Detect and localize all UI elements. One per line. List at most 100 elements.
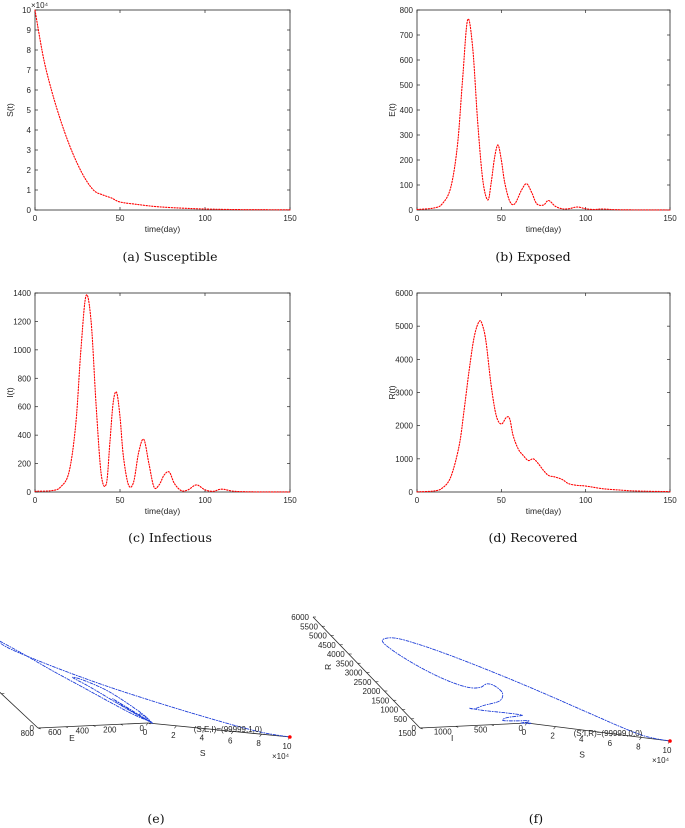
y-tick-label: 0 bbox=[409, 206, 414, 215]
y-tick-label: 0 bbox=[27, 488, 32, 497]
x-tick-label: 10 bbox=[663, 746, 672, 755]
z-tick-label: 4500 bbox=[318, 641, 336, 650]
y-tick-mark bbox=[455, 726, 459, 728]
y-tick-label: 800 bbox=[21, 729, 35, 738]
y-tick-label: 0 bbox=[140, 724, 145, 733]
z-axis-label: R bbox=[323, 664, 333, 670]
y-tick-label: 400 bbox=[76, 727, 90, 736]
start-point-annotation: (S,I,R)=(99999,0,0) bbox=[574, 729, 643, 738]
x-tick-label: 2 bbox=[171, 731, 176, 740]
series-line bbox=[416, 320, 671, 493]
x-tick-label: 6 bbox=[608, 739, 613, 748]
caption-f: (f) bbox=[529, 811, 543, 826]
y-tick-label: 4 bbox=[27, 126, 32, 135]
y-axis-label: I(t) bbox=[5, 387, 15, 398]
caption-a: (a) Susceptible bbox=[122, 249, 217, 264]
x-tick-label: 8 bbox=[256, 739, 261, 748]
z-tick-label: 5500 bbox=[300, 622, 318, 631]
panel-phase-sei: 02468100200400600800050010001500×10⁴SEI(… bbox=[0, 640, 292, 761]
y-tick-label: 300 bbox=[400, 131, 414, 140]
y-tick-label: 3 bbox=[27, 146, 32, 155]
z-tick-label: 0 bbox=[30, 724, 35, 733]
caption-e: (e) bbox=[147, 811, 164, 826]
y-tick-label: 7 bbox=[27, 66, 32, 75]
x-tick-label: 0 bbox=[33, 214, 38, 223]
trajectory-line bbox=[0, 640, 291, 738]
x-tick-label: 150 bbox=[663, 214, 677, 223]
x-tick-mark bbox=[259, 734, 262, 737]
x-tick-label: 6 bbox=[228, 736, 233, 745]
y-tick-label: 1400 bbox=[13, 289, 31, 298]
plot-frame bbox=[416, 292, 671, 493]
y-tick-label: 200 bbox=[400, 156, 414, 165]
y-tick-label: 6000 bbox=[395, 289, 413, 298]
x-multiplier-label: ×10⁴ bbox=[272, 752, 290, 761]
x-tick-label: 100 bbox=[198, 214, 212, 223]
x-tick-label: 10 bbox=[283, 742, 292, 751]
y-tick-mark bbox=[147, 722, 151, 725]
trajectory-line bbox=[381, 637, 671, 742]
x-tick-label: 150 bbox=[283, 214, 297, 223]
y-tick-label: 1000 bbox=[395, 455, 413, 464]
y-tick-label: 400 bbox=[400, 106, 414, 115]
y-tick-label: 4000 bbox=[395, 355, 413, 364]
y-tick-label: 400 bbox=[18, 431, 32, 440]
x-axis-label: time(day) bbox=[145, 224, 181, 234]
y-tick-label: 600 bbox=[48, 728, 62, 737]
x-tick-label: 100 bbox=[579, 214, 593, 223]
series-line bbox=[34, 9, 291, 211]
x-tick-label: 100 bbox=[579, 496, 593, 505]
plot-frame bbox=[34, 9, 291, 211]
panel-susceptible: 0 50 100 150 0 1 2 3 4 5 6 7 8 9 10×10⁴ time(day) S(t) bbox=[5, 1, 297, 234]
y-axis-label: R(t) bbox=[387, 385, 397, 399]
y-tick-label: 100 bbox=[400, 181, 414, 190]
y-tick-label: 2 bbox=[27, 166, 32, 175]
y-tick-mark bbox=[92, 725, 96, 727]
y-multiplier-label: ×10⁴ bbox=[31, 1, 49, 10]
x-tick-label: 150 bbox=[663, 496, 677, 505]
x-axis-label: time(day) bbox=[526, 224, 562, 234]
z-tick-label: 1500 bbox=[371, 696, 389, 705]
y-tick-label: 8 bbox=[27, 46, 32, 55]
x-tick-label: 0 bbox=[143, 728, 148, 737]
x-tick-label: 100 bbox=[198, 496, 212, 505]
y-tick-label: 10 bbox=[22, 6, 31, 15]
y-axis-label: E(t) bbox=[387, 103, 397, 117]
x-axis-label: time(day) bbox=[145, 506, 181, 516]
y-tick-mark bbox=[65, 726, 69, 729]
x-axis-label: S bbox=[200, 748, 206, 758]
x-axis-line bbox=[147, 722, 291, 738]
x-tick-mark bbox=[610, 733, 614, 737]
x-tick-label: 4 bbox=[579, 735, 584, 744]
x-tick-mark bbox=[202, 728, 206, 732]
y-axis-label: E bbox=[69, 733, 75, 743]
panel-phase-sir: 0 2 4 6 8 10050010001500050010001500200025003… bbox=[291, 613, 672, 765]
z-tick-label: 4000 bbox=[327, 650, 345, 659]
x-tick-mark bbox=[145, 722, 149, 726]
y-tick-mark bbox=[120, 723, 124, 726]
x-tick-mark bbox=[639, 737, 642, 741]
y-tick-mark bbox=[491, 724, 494, 726]
y-tick-label: 1200 bbox=[13, 317, 31, 326]
x-tick-label: 50 bbox=[116, 496, 125, 505]
x-tick-label: 8 bbox=[636, 742, 641, 751]
z-tick-label: 2000 bbox=[363, 687, 381, 696]
x-tick-mark bbox=[230, 731, 234, 735]
z-tick-label: 0 bbox=[412, 724, 417, 733]
y-axis-line bbox=[419, 722, 528, 729]
x-axis-line bbox=[526, 722, 671, 742]
x-tick-label: 0 bbox=[415, 496, 420, 505]
caption-c: (c) Infectious bbox=[128, 530, 212, 545]
y-tick-label: 600 bbox=[400, 56, 414, 65]
y-tick-label: 500 bbox=[400, 81, 414, 90]
z-tick-label: 3500 bbox=[336, 659, 354, 668]
y-axis-label: I bbox=[451, 733, 453, 743]
y-axis-label: S(t) bbox=[5, 103, 15, 117]
y-tick-label: 1000 bbox=[13, 346, 31, 355]
z-tick-label: 5000 bbox=[309, 632, 327, 641]
y-tick-label: 0 bbox=[27, 206, 32, 215]
start-point-marker bbox=[288, 735, 292, 739]
y-tick-label: 6 bbox=[27, 86, 32, 95]
panel-recovered: 0 50 100 150 0 1000 2000 3000 4000 5000 6000 time(d… bbox=[387, 289, 677, 516]
z-tick-label: 2500 bbox=[354, 678, 372, 687]
